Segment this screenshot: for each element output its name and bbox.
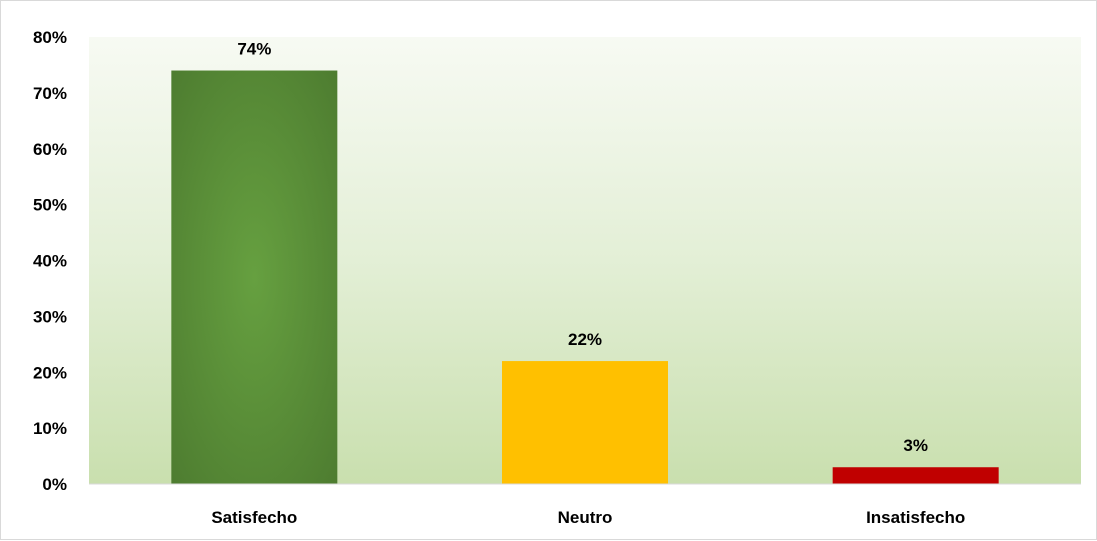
bar-insatisfecho (832, 467, 999, 484)
bars-group (89, 70, 1081, 485)
bar-satisfecho (171, 70, 338, 485)
x-category-label: Insatisfecho (866, 508, 965, 527)
bar-neutro (502, 361, 668, 484)
data-label-neutro: 22% (568, 330, 602, 349)
y-tick-label: 20% (33, 363, 67, 382)
y-tick-label: 0% (42, 475, 67, 494)
x-category-label: Neutro (558, 508, 613, 527)
y-tick-label: 10% (33, 419, 67, 438)
data-label-satisfecho: 74% (237, 40, 271, 59)
y-tick-label: 80% (33, 28, 67, 47)
x-category-label: Satisfecho (211, 508, 297, 527)
y-tick-label: 60% (33, 140, 67, 159)
y-tick-label: 30% (33, 307, 67, 326)
y-tick-label: 50% (33, 196, 67, 215)
data-label-insatisfecho: 3% (903, 436, 928, 455)
y-tick-label: 40% (33, 252, 67, 271)
y-tick-label: 70% (33, 84, 67, 103)
labels-group: 0% 10% 20% 30% 40% 50% 60% 70% 80% 74% Satisfecho 2… (33, 28, 965, 527)
